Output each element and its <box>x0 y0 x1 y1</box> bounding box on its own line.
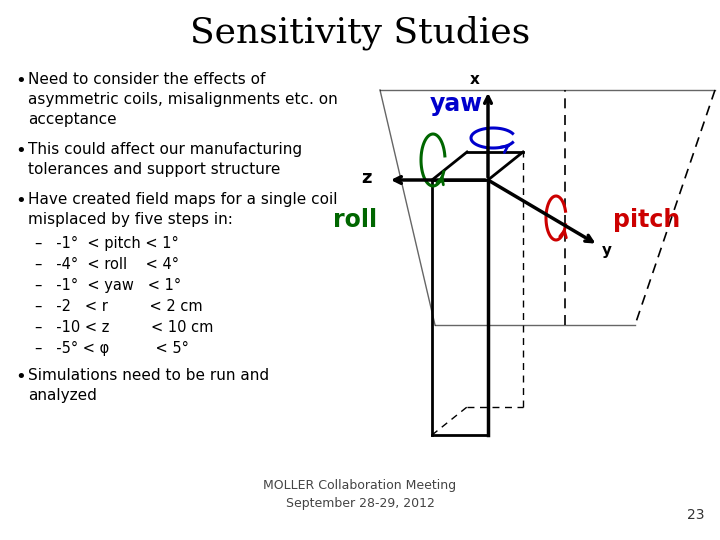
Text: –   -10 < z         < 10 cm: – -10 < z < 10 cm <box>35 320 213 335</box>
Text: Need to consider the effects of
asymmetric coils, misalignments etc. on
acceptan: Need to consider the effects of asymmetr… <box>28 72 338 126</box>
Text: Have created field maps for a single coil
misplaced by five steps in:: Have created field maps for a single coi… <box>28 192 338 227</box>
Text: •: • <box>15 72 26 90</box>
Text: •: • <box>15 142 26 160</box>
Text: –   -1°  < yaw   < 1°: – -1° < yaw < 1° <box>35 278 181 293</box>
Text: –   -1°  < pitch < 1°: – -1° < pitch < 1° <box>35 236 179 251</box>
Text: y: y <box>602 243 612 258</box>
Text: –   -4°  < roll    < 4°: – -4° < roll < 4° <box>35 257 179 272</box>
Text: Sensitivity Studies: Sensitivity Studies <box>190 15 530 50</box>
Text: •: • <box>15 368 26 386</box>
Text: MOLLER Collaboration Meeting
September 28-29, 2012: MOLLER Collaboration Meeting September 2… <box>264 479 456 510</box>
Text: •: • <box>15 192 26 210</box>
Text: z: z <box>361 169 372 187</box>
Text: x: x <box>470 72 480 87</box>
Text: –   -2   < r         < 2 cm: – -2 < r < 2 cm <box>35 299 202 314</box>
Text: 23: 23 <box>688 508 705 522</box>
Text: This could affect our manufacturing
tolerances and support structure: This could affect our manufacturing tole… <box>28 142 302 177</box>
Text: yaw: yaw <box>430 92 483 116</box>
Text: –   -5° < φ          < 5°: – -5° < φ < 5° <box>35 341 189 356</box>
Text: Simulations need to be run and
analyzed: Simulations need to be run and analyzed <box>28 368 269 403</box>
Text: pitch: pitch <box>613 208 680 232</box>
Text: roll: roll <box>333 208 377 232</box>
